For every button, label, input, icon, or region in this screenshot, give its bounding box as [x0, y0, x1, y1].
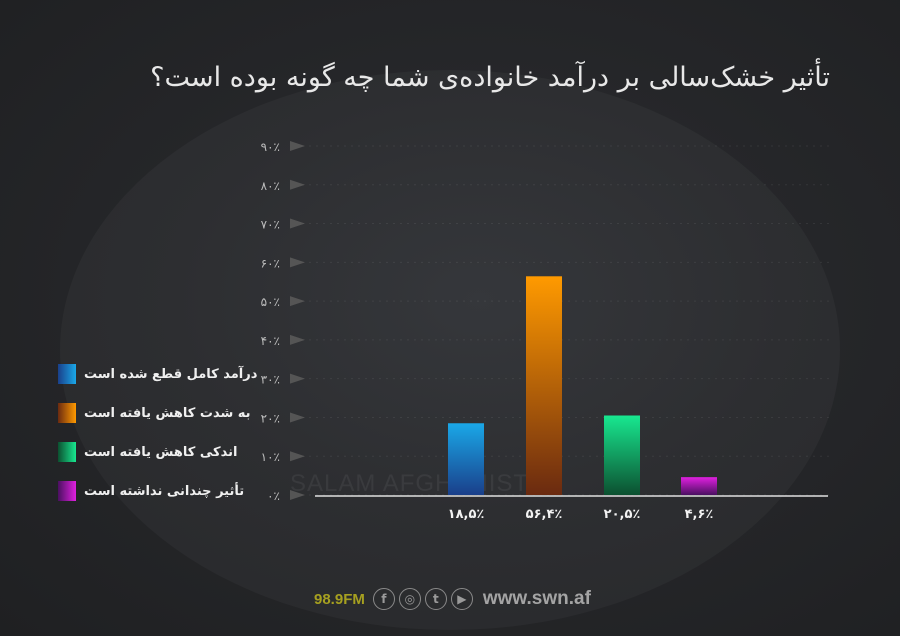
y-tick-label: ۲۰٪: [261, 411, 280, 425]
legend-item: اندکی کاهش یافته است: [58, 442, 257, 462]
tick-arrow: [290, 257, 305, 268]
youtube-icon[interactable]: ▶: [450, 588, 473, 610]
value-label: ۱۸,۵٪: [448, 507, 485, 522]
legend-swatch: [58, 364, 76, 384]
tick-arrow: [290, 412, 305, 423]
legend-swatch: [58, 403, 76, 423]
facebook-icon[interactable]: f: [372, 588, 395, 610]
website-link[interactable]: www.swn.af: [482, 588, 591, 609]
bar: [604, 415, 640, 495]
value-label: ۴,۶٪: [685, 507, 714, 522]
legend-swatch: [58, 481, 76, 501]
y-tick-label: ۸۰٪: [261, 179, 280, 193]
legend-label: تأثیر چندانی نداشته است: [84, 483, 245, 499]
y-tick-label: ۵۰٪: [261, 295, 280, 309]
legend-item: تأثیر چندانی نداشته است: [58, 481, 257, 501]
bar: [681, 477, 717, 495]
footer: 98.9FM f ◎ t ▶ www.swn.af: [314, 588, 591, 610]
bar: [448, 423, 484, 495]
y-tick-label: ۰٪: [267, 489, 280, 503]
y-tick-label: ۷۰٪: [261, 218, 280, 232]
tick-arrow: [290, 141, 305, 151]
chart-title: تأثیر خشک‌سالی بر درآمد خانواده‌ی شما چه…: [150, 62, 830, 93]
legend-swatch: [58, 442, 76, 462]
tick-arrow: [290, 179, 305, 190]
y-tick-label: ۴۰٪: [261, 334, 280, 348]
tick-arrow: [290, 451, 305, 462]
legend-label: اندکی کاهش یافته است: [84, 444, 238, 460]
tick-arrow: [290, 334, 305, 345]
y-tick-label: ۱۰٪: [261, 450, 280, 464]
legend-label: به شدت کاهش یافته است: [84, 405, 251, 421]
legend-item: به شدت کاهش یافته است: [58, 403, 257, 423]
tick-arrow: [290, 218, 305, 229]
y-tick-label: ۶۰٪: [261, 256, 280, 270]
y-tick-label: ۹۰٪: [261, 140, 280, 154]
bar: [526, 276, 562, 495]
y-tick-label: ۳۰٪: [261, 373, 280, 387]
legend-item: درآمد کامل قطع شده است: [58, 364, 257, 384]
instagram-icon[interactable]: ◎: [398, 588, 421, 610]
twitter-icon[interactable]: t: [424, 588, 447, 610]
tick-arrow: [290, 373, 305, 384]
tick-arrow: [290, 296, 305, 307]
tick-arrow: [290, 490, 305, 500]
value-label: ۵۶,۴٪: [526, 507, 563, 522]
radio-frequency: 98.9FM: [314, 590, 365, 608]
value-label: ۲۰,۵٪: [604, 507, 641, 522]
legend: درآمد کامل قطع شده است به شدت کاهش یافته…: [58, 364, 257, 520]
legend-label: درآمد کامل قطع شده است: [84, 366, 258, 382]
watermark: SALAM AFGHANISTAN: [290, 470, 563, 497]
